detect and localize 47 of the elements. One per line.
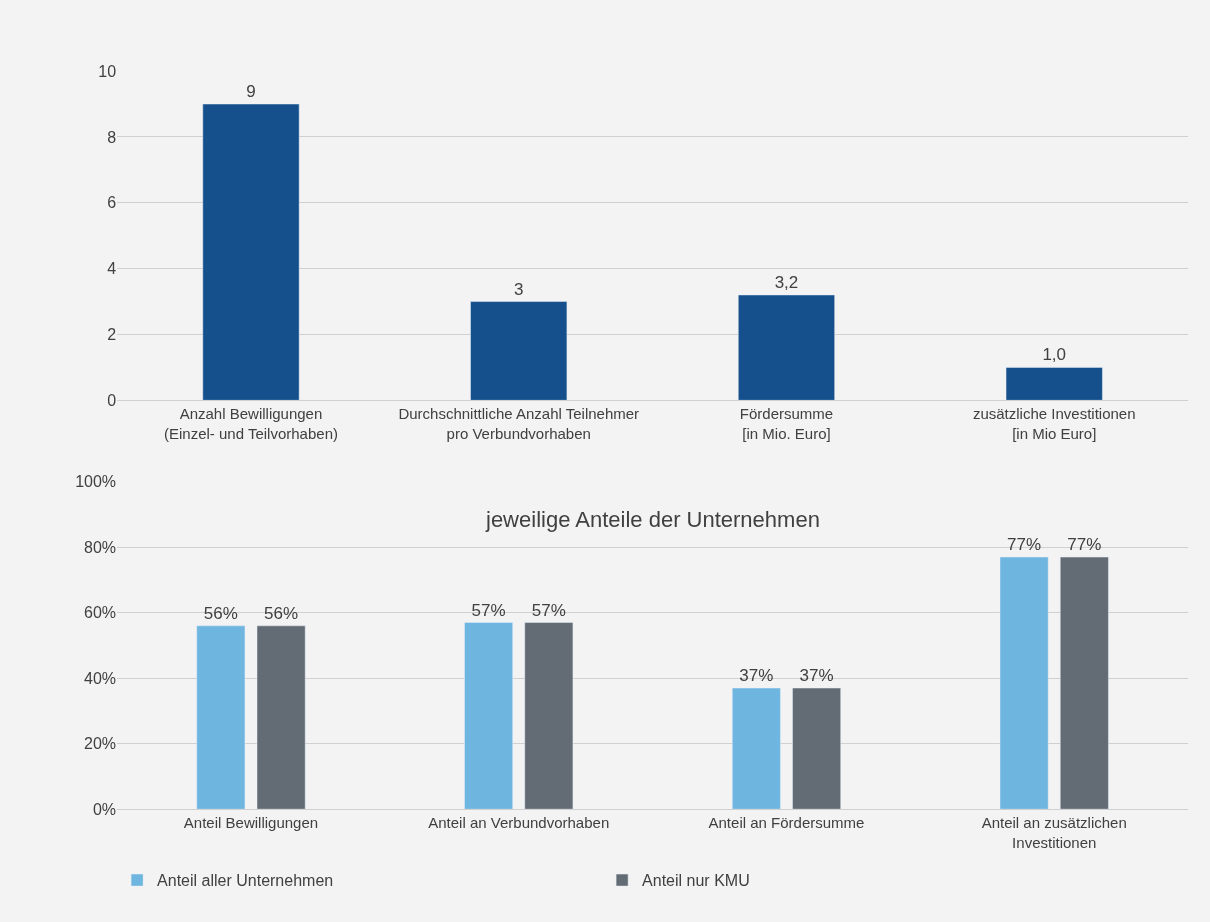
y-tick-label: 0% [92,800,117,818]
data-label: 56% [264,603,299,623]
legend-label: Anteil aller Unternehmen [157,872,334,890]
bar [464,622,513,810]
y-tick-label: 8 [107,128,117,146]
bar [732,687,781,810]
x-tick-label: Anteil an Fördersumme [708,814,865,832]
bar [470,301,568,401]
bar [196,625,246,810]
y-tick-label: 100% [75,473,117,491]
x-tick-label: Anteil an Verbundvorhaben [428,814,610,832]
y-tick-label: 6 [107,194,117,212]
x-tick-label: Anzahl Bewilligungen (Einzel- und Teilvorhaben) [163,405,338,442]
data-label: 57% [531,600,566,620]
y-tick-label: 40% [84,669,117,687]
data-label: 37% [799,666,834,686]
bar [202,103,300,401]
bar [738,294,835,401]
bar [1005,367,1103,401]
data-label: 9 [246,82,256,102]
bar [524,622,574,810]
data-label: 3,2 [774,272,799,292]
y-tick-label: 2 [107,326,117,344]
data-label: 77% [1007,535,1042,555]
data-label: 57% [471,600,506,620]
data-label: 3 [513,279,524,299]
x-tick-label: Fördersumme [in Mio. Euro] [739,405,834,442]
bar [1060,556,1109,810]
data-label: 37% [739,666,774,686]
legend-label: Anteil nur KMU [642,872,750,890]
bar [999,556,1049,810]
y-tick-label: 20% [84,735,117,753]
y-tick-label: 4 [107,260,117,278]
bar [256,625,306,810]
x-tick-label: Anteil Bewilligungen [183,814,319,832]
y-tick-label: 60% [84,604,117,622]
x-tick-label: Anteil an zusätzlichen Investitionen [981,814,1127,851]
x-tick-label: zusätzliche Investitionen [in Mio Euro] [972,405,1136,442]
data-label: 77% [1067,535,1102,555]
y-tick-label: 80% [84,538,117,556]
x-tick-label: Durchschnittliche Anzahl Teilnehmer pro Verbundvorhaben [398,405,640,442]
data-label: 56% [203,603,238,623]
data-label: 1,0 [1042,345,1067,365]
y-tick-label: 0 [107,391,117,409]
y-tick-label: 10 [98,62,117,80]
bar [792,687,841,810]
text: jeweilige Anteile der Unternehmen [485,507,820,532]
